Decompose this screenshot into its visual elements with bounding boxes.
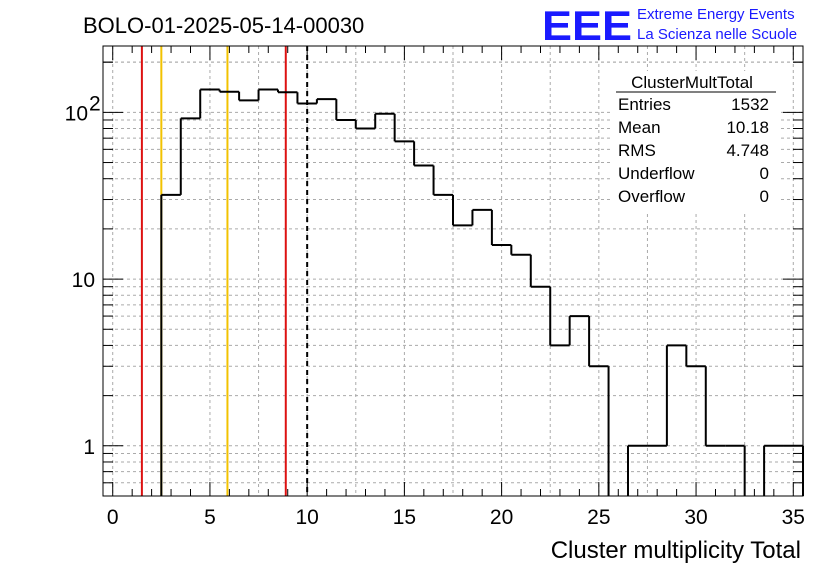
eee-logo-mark: EEE: [542, 2, 632, 49]
y-tick-label: 10: [72, 269, 95, 292]
stats-label-rms: RMS: [618, 141, 656, 160]
x-tick-label: 0: [107, 506, 119, 529]
x-tick-label: 20: [490, 506, 513, 529]
y-tick-label: 1: [83, 436, 95, 459]
axis-ticks: [103, 46, 803, 496]
x-tick-label: 10: [295, 506, 318, 529]
stats-value-overflow: 0: [760, 187, 769, 206]
x-tick-label: 25: [587, 506, 610, 529]
x-tick-label: 35: [782, 506, 805, 529]
x-axis-label: Cluster multiplicity Total: [551, 537, 801, 564]
stats-box-background: [613, 71, 780, 211]
stats-value-rms: 4.748: [726, 141, 769, 160]
x-tick-label: 30: [684, 506, 707, 529]
x-tick-label: 5: [204, 506, 216, 529]
stats-value-underflow: 0: [760, 164, 769, 183]
stats-value-entries: 1532: [731, 95, 769, 114]
histogram-series: [160, 88, 804, 496]
run-title: BOLO-01-2025-05-14-00030: [83, 13, 364, 38]
logo-line-1: Extreme Energy Events: [637, 6, 795, 23]
stats-box-title: ClusterMultTotal: [631, 73, 753, 92]
stats-value-mean: 10.18: [726, 118, 769, 137]
stats-label-underflow: Underflow: [618, 164, 695, 183]
reference-lines: [140, 46, 309, 496]
y-tick-label: 10: [65, 102, 88, 125]
x-tick-label: 15: [393, 506, 416, 529]
stats-label-entries: Entries: [618, 95, 671, 114]
y-tick-label-exponent: 2: [89, 92, 101, 115]
plot-frame: [102, 45, 804, 497]
stats-label-mean: Mean: [618, 118, 661, 137]
stats-label-overflow: Overflow: [618, 187, 686, 206]
logo-line-2: La Scienza nelle Scuole: [637, 26, 797, 43]
stats-box: ClusterMultTotal Entries 1532 Mean 10.18…: [613, 71, 780, 211]
